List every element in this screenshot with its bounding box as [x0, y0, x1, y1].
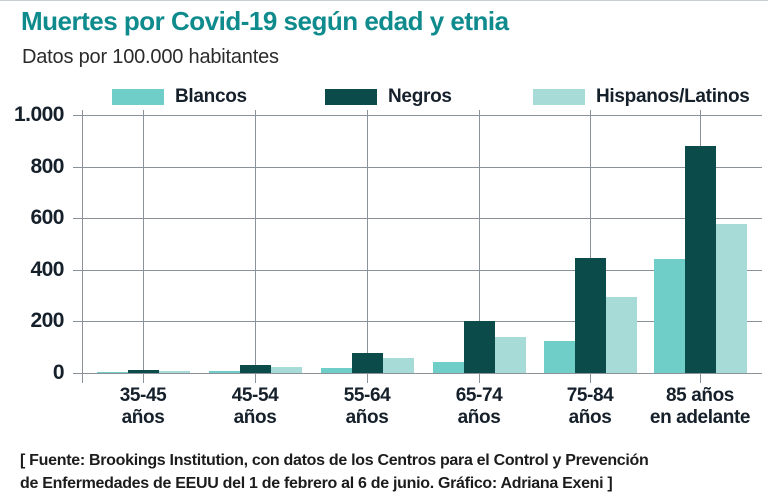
bar-negros-75-84 años: [574, 257, 606, 373]
bar-blancos-55-64 años: [320, 368, 352, 373]
legend-item: Hispanos/Latinos: [533, 86, 750, 108]
bar-hispanos-latinos-35-45 años: [158, 370, 190, 373]
bar-blancos-35-45 años: [96, 372, 128, 373]
gridline-x: [255, 110, 256, 383]
bar-hispanos-latinos-75-84 años: [605, 297, 637, 373]
bar-blancos-65-74 años: [432, 361, 464, 373]
y-axis-label: 200: [30, 309, 64, 333]
y-axis-label: 0: [52, 361, 65, 384]
bar-blancos-45-54 años: [208, 371, 240, 373]
gridline-x: [143, 110, 144, 383]
bar-blancos-85 años en adelante: [653, 259, 685, 373]
y-axis-label: 400: [30, 257, 64, 281]
y-axis-tick: [73, 269, 82, 271]
y-axis-label: 600: [30, 206, 64, 230]
bar-chart: 0 200 400 600 800 1.000 35-45 años 45-54 años 55…: [14, 103, 762, 428]
page-title: Muertes por Covid-19 según edad y etnia: [21, 6, 509, 36]
gridline-y: [82, 115, 762, 116]
legend-swatch: [325, 89, 377, 105]
legend-item: Blancos: [112, 86, 247, 108]
y-axis-tick: [73, 218, 82, 220]
bar-negros-55-64 años: [351, 353, 383, 373]
top-border-line: [0, 0, 768, 1]
gridline-x: [367, 110, 368, 383]
y-axis-tick: [73, 373, 82, 374]
legend-label: Hispanos/Latinos: [596, 86, 750, 107]
y-axis-line: [82, 110, 83, 383]
bar-hispanos-latinos-45-54 años: [270, 366, 302, 373]
legend-item: Negros: [325, 86, 452, 108]
legend-swatch: [533, 89, 585, 105]
gridline-y: [82, 166, 762, 168]
legend-swatch: [112, 89, 164, 105]
x-axis-label: 35-45 años: [119, 385, 167, 428]
x-axis-label: 55-64 años: [343, 385, 391, 428]
bar-blancos-75-84 años: [543, 341, 575, 373]
y-axis-tick: [73, 166, 82, 168]
y-axis-tick: [73, 321, 82, 323]
legend-label: Negros: [388, 86, 452, 107]
bar-negros-85 años en adelante: [684, 145, 716, 373]
bar-hispanos-latinos-65-74 años: [494, 336, 526, 373]
x-axis-label: 45-54 años: [231, 385, 279, 428]
bar-negros-65-74 años: [463, 320, 495, 373]
y-axis-label: 800: [30, 154, 64, 178]
x-axis-label: 75-84 años: [566, 385, 614, 428]
bar-hispanos-latinos-55-64 años: [382, 357, 414, 373]
gridline-y: [82, 321, 762, 323]
source-note: [ Fuente: Brookings Institution, con dat…: [20, 452, 649, 492]
bar-hispanos-latinos-85 años en adelante: [715, 224, 747, 373]
x-axis-label: 65-74 años: [455, 385, 503, 428]
page-subtitle: Datos por 100.000 habitantes: [22, 46, 279, 68]
bar-negros-45-54 años: [239, 365, 271, 373]
gridline-y: [82, 269, 762, 271]
y-axis-tick: [73, 115, 82, 116]
y-axis-label: 1.000: [13, 103, 65, 126]
x-axis-label: 85 años en adelante: [649, 385, 751, 428]
bar-negros-35-45 años: [127, 370, 159, 373]
gridline-x: [479, 110, 480, 383]
gridline-x: [590, 110, 591, 383]
legend-label: Blancos: [175, 86, 247, 107]
gridline-y: [82, 373, 762, 374]
gridline-y: [82, 218, 762, 220]
